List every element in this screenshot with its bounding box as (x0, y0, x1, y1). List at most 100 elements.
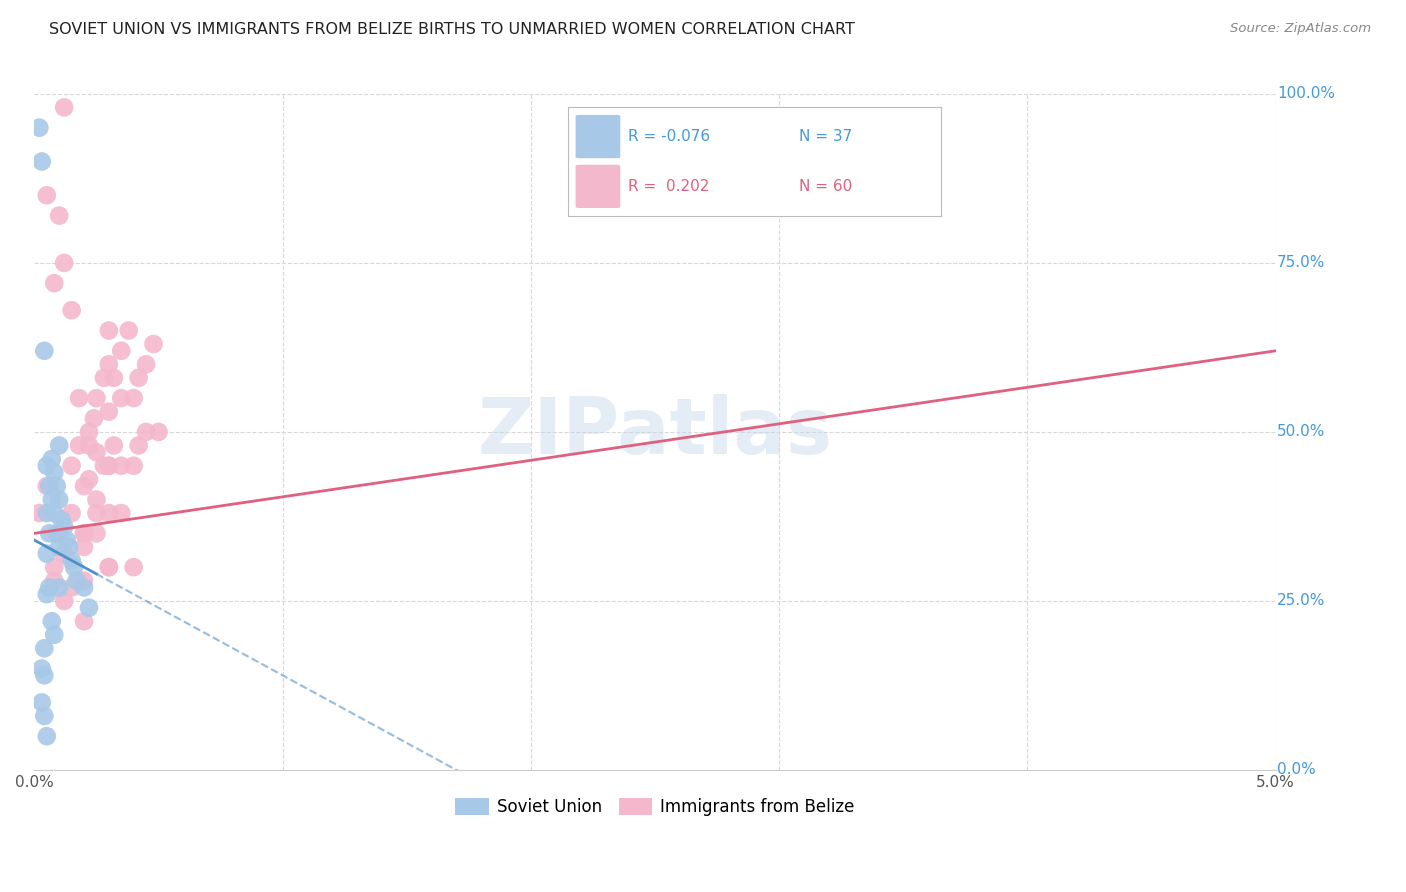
Point (77, 425, 100, 439)
Point (67, 438, 90, 452)
Point (97, 560, 120, 574)
Point (35, 188, 58, 202)
Point (97, 458, 120, 473)
Point (44, 506, 66, 520)
Point (86, 445, 108, 459)
Point (128, 371, 150, 385)
Point (44, 466, 66, 480)
Point (48, 581, 70, 595)
Point (41, 452, 63, 467)
Point (45, 479, 67, 493)
Text: ZIPatlas: ZIPatlas (478, 394, 832, 470)
Point (38, 526, 60, 541)
Point (48, 209, 70, 223)
Point (67, 391, 90, 405)
Point (86, 526, 108, 541)
Point (86, 492, 108, 507)
Point (73, 526, 96, 541)
Point (97, 404, 120, 418)
Point (97, 458, 120, 473)
Point (53, 547, 76, 561)
Point (60, 506, 83, 520)
Point (44, 276, 66, 290)
Point (28, 506, 51, 520)
Point (73, 574, 96, 588)
Point (118, 324, 141, 338)
Point (35, 506, 58, 520)
Point (44, 574, 66, 588)
Point (65, 574, 87, 588)
Point (48, 438, 70, 452)
Point (35, 458, 58, 473)
Text: SOVIET UNION VS IMMIGRANTS FROM BELIZE BIRTHS TO UNMARRIED WOMEN CORRELATION CHA: SOVIET UNION VS IMMIGRANTS FROM BELIZE B… (49, 22, 855, 37)
Point (128, 438, 150, 452)
Point (73, 526, 96, 541)
Legend: Soviet Union, Immigrants from Belize: Soviet Union, Immigrants from Belize (449, 791, 862, 822)
Point (73, 614, 96, 628)
Point (31, 662, 53, 676)
Point (44, 628, 66, 642)
Point (110, 458, 132, 473)
Point (51, 513, 73, 527)
Point (148, 425, 170, 439)
Point (73, 540, 96, 554)
Point (31, 154, 53, 169)
Point (35, 547, 58, 561)
Point (97, 357, 120, 371)
Point (53, 519, 76, 533)
Point (86, 506, 108, 520)
Point (103, 371, 125, 385)
Point (60, 458, 83, 473)
Point (103, 438, 125, 452)
Point (45, 526, 67, 541)
Point (60, 581, 83, 595)
Point (97, 324, 120, 338)
Point (34, 709, 56, 723)
Point (142, 337, 165, 351)
Point (83, 411, 105, 425)
Point (55, 533, 77, 548)
Point (97, 506, 120, 520)
Point (34, 343, 56, 358)
Point (41, 492, 63, 507)
Point (135, 425, 157, 439)
Point (63, 560, 86, 574)
Point (35, 729, 58, 743)
Text: 100.0%: 100.0% (1277, 87, 1334, 102)
Point (48, 540, 70, 554)
Point (122, 391, 145, 405)
Text: 75.0%: 75.0% (1277, 255, 1326, 270)
Point (110, 506, 132, 520)
Point (86, 391, 108, 405)
Point (34, 641, 56, 656)
Point (122, 458, 145, 473)
Point (44, 560, 66, 574)
Point (77, 600, 100, 615)
Point (60, 303, 83, 318)
Point (53, 100, 76, 114)
Point (60, 553, 83, 567)
Point (53, 594, 76, 608)
Point (93, 458, 115, 473)
Point (48, 492, 70, 507)
Point (34, 668, 56, 682)
Point (73, 479, 96, 493)
Point (48, 526, 70, 541)
Text: 50.0%: 50.0% (1277, 425, 1326, 440)
Point (110, 343, 132, 358)
Point (28, 120, 51, 135)
Point (31, 695, 53, 709)
Point (93, 371, 115, 385)
Point (35, 587, 58, 601)
Point (58, 540, 80, 554)
Point (53, 256, 76, 270)
Point (135, 357, 157, 371)
Point (38, 581, 60, 595)
Text: 0.0%: 0.0% (1277, 763, 1316, 778)
Text: Source: ZipAtlas.com: Source: ZipAtlas.com (1230, 22, 1371, 36)
Text: 25.0%: 25.0% (1277, 593, 1326, 608)
Point (97, 560, 120, 574)
Point (73, 581, 96, 595)
Point (41, 614, 63, 628)
Point (77, 472, 100, 486)
